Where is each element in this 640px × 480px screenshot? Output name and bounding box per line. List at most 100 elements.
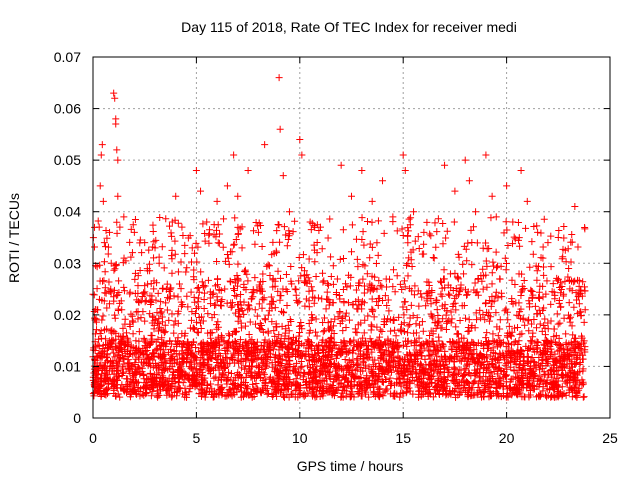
data-point xyxy=(369,356,377,364)
data-point xyxy=(213,293,221,301)
data-point xyxy=(446,291,454,299)
data-point xyxy=(340,298,348,306)
data-point xyxy=(259,369,267,377)
data-point xyxy=(415,376,423,384)
data-point xyxy=(465,350,473,358)
data-point xyxy=(174,334,182,342)
data-point xyxy=(186,232,194,240)
data-point xyxy=(131,360,139,368)
data-point xyxy=(578,376,586,384)
data-point xyxy=(160,329,168,337)
data-point xyxy=(298,151,306,159)
data-point xyxy=(477,314,485,322)
data-point xyxy=(231,345,239,353)
data-point xyxy=(341,312,349,320)
data-point xyxy=(112,261,120,269)
data-point xyxy=(307,283,315,291)
data-point xyxy=(98,141,106,149)
data-point xyxy=(542,290,550,298)
data-point xyxy=(501,361,509,369)
data-point xyxy=(260,370,268,378)
data-point xyxy=(368,281,376,289)
data-point xyxy=(433,369,441,377)
data-point xyxy=(310,222,318,230)
data-point xyxy=(264,311,272,319)
data-point xyxy=(369,390,377,398)
data-point xyxy=(574,243,582,251)
data-point xyxy=(131,275,139,283)
data-point xyxy=(246,363,254,371)
data-point xyxy=(399,303,407,311)
data-point xyxy=(173,358,181,366)
data-point xyxy=(230,380,238,388)
data-point xyxy=(560,234,568,242)
data-point xyxy=(502,305,510,313)
data-point xyxy=(536,392,544,400)
data-point xyxy=(277,355,285,363)
data-point xyxy=(244,306,252,314)
data-point xyxy=(510,233,518,241)
data-point xyxy=(502,351,510,359)
data-point xyxy=(432,243,440,251)
data-point xyxy=(376,333,384,341)
data-point xyxy=(128,385,136,393)
data-point xyxy=(452,393,460,401)
data-point xyxy=(381,349,389,357)
data-point xyxy=(527,366,535,374)
data-point xyxy=(520,277,528,285)
data-point xyxy=(99,345,107,353)
data-point xyxy=(525,297,533,305)
data-point xyxy=(442,234,450,242)
data-point xyxy=(453,370,461,378)
data-point xyxy=(512,338,520,346)
data-point xyxy=(146,340,154,348)
data-point xyxy=(357,373,365,381)
data-point xyxy=(155,320,163,328)
data-point xyxy=(382,275,390,283)
data-point xyxy=(155,369,163,377)
data-point xyxy=(305,319,313,327)
data-point xyxy=(426,351,434,359)
data-point xyxy=(316,223,324,231)
data-point xyxy=(177,302,185,310)
y-tick-label: 0.03 xyxy=(54,255,81,271)
data-point xyxy=(112,115,120,123)
data-point xyxy=(273,249,281,257)
data-point xyxy=(163,280,171,288)
data-point xyxy=(120,283,128,291)
data-point xyxy=(379,177,387,185)
data-point xyxy=(165,295,173,303)
data-point xyxy=(233,292,241,300)
data-point xyxy=(474,354,482,362)
data-point xyxy=(420,228,428,236)
data-point xyxy=(313,249,321,257)
data-point xyxy=(457,284,465,292)
data-point xyxy=(181,332,189,340)
data-point xyxy=(166,286,174,294)
data-point xyxy=(95,295,103,303)
data-point xyxy=(370,313,378,321)
data-point xyxy=(439,340,447,348)
data-point xyxy=(552,383,560,391)
data-point xyxy=(403,306,411,314)
data-point xyxy=(464,344,472,352)
data-point xyxy=(227,390,235,398)
data-point xyxy=(93,326,101,334)
data-point xyxy=(375,385,383,393)
data-point xyxy=(404,322,412,330)
data-point xyxy=(529,250,537,258)
data-point xyxy=(173,388,181,396)
data-point xyxy=(357,338,365,346)
data-point xyxy=(274,267,282,275)
data-point xyxy=(399,151,407,159)
data-point xyxy=(527,337,535,345)
data-point xyxy=(205,230,213,238)
data-point xyxy=(134,353,142,361)
data-point xyxy=(288,280,296,288)
data-point xyxy=(397,382,405,390)
data-point xyxy=(225,260,233,268)
data-point xyxy=(482,299,490,307)
data-point xyxy=(190,375,198,383)
data-point xyxy=(346,390,354,398)
data-point xyxy=(110,297,118,305)
